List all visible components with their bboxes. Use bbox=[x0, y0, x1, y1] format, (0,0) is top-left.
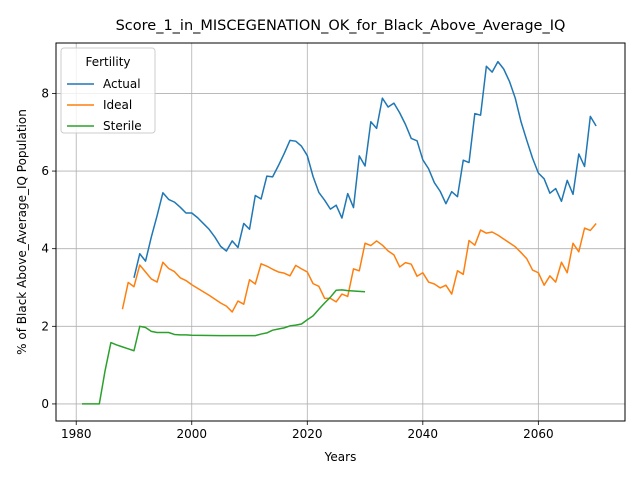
legend-box bbox=[60, 47, 156, 134]
y-tick-label: 8 bbox=[41, 86, 49, 100]
grid-lines bbox=[56, 43, 625, 421]
legend-label-sterile: Sterile bbox=[103, 119, 142, 133]
x-tick-label: 1980 bbox=[61, 427, 92, 441]
y-tick-label: 4 bbox=[41, 242, 49, 256]
legend-label-ideal: Ideal bbox=[103, 98, 132, 112]
x-tick-label: 2060 bbox=[523, 427, 554, 441]
series-line-ideal bbox=[121, 222, 597, 313]
series-lines bbox=[81, 60, 597, 405]
legend-title: Fertility bbox=[85, 55, 130, 69]
x-tick-label: 2040 bbox=[408, 427, 439, 441]
x-tick-label: 2000 bbox=[176, 427, 207, 441]
x-axis-label: Years bbox=[324, 450, 357, 464]
series-line-sterile bbox=[81, 289, 366, 405]
y-axis: 0 2 4 6 8 bbox=[41, 86, 56, 411]
y-tick-label: 6 bbox=[41, 164, 49, 178]
legend: Fertility Actual Ideal Sterile bbox=[60, 47, 156, 134]
x-axis: 1980 2000 2020 2040 2060 bbox=[61, 421, 554, 441]
y-tick-label: 2 bbox=[41, 319, 49, 333]
legend-label-actual: Actual bbox=[103, 77, 141, 91]
series-line-actual bbox=[133, 60, 597, 278]
x-tick-label: 2020 bbox=[292, 427, 323, 441]
chart-title: Score_1_in_MISCEGENATION_OK_for_Black_Ab… bbox=[116, 18, 566, 34]
y-tick-label: 0 bbox=[41, 397, 49, 411]
plot-frame bbox=[55, 42, 626, 422]
y-axis-label: % of Black Above_Average_IQ Population bbox=[15, 109, 29, 355]
